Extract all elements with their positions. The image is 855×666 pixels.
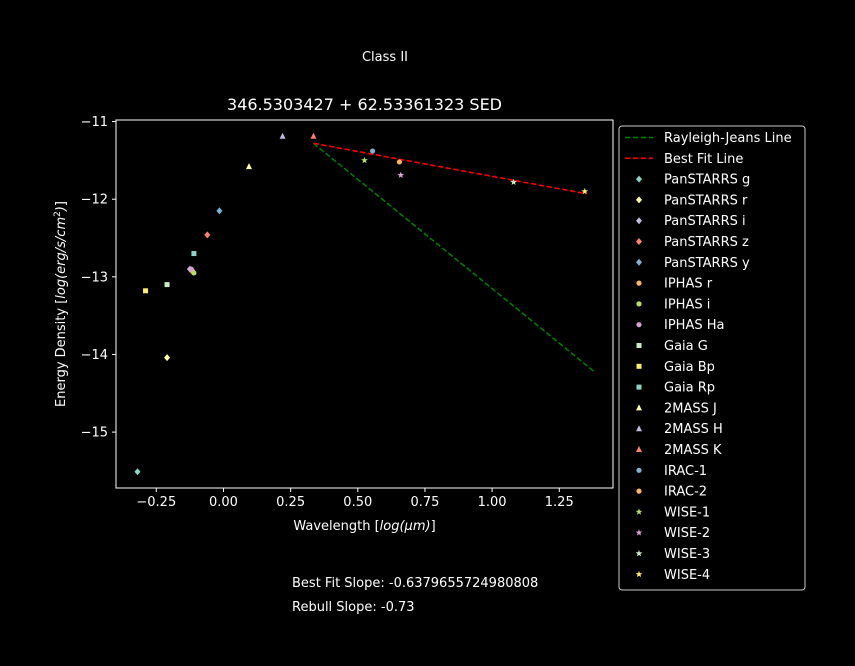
- x-tick-label: 1.25: [545, 495, 574, 510]
- legend-label: WISE-4: [664, 568, 710, 583]
- legend-label: Best Fit Line: [664, 152, 743, 167]
- legend-marker-2mass-j: [636, 404, 642, 411]
- y-tick-label: −12: [81, 193, 108, 208]
- point-wise-1: [361, 156, 368, 164]
- legend-marker-panstarrs-i: [636, 217, 642, 225]
- legend-marker-2mass-k: [636, 446, 642, 452]
- legend-label: 2MASS K: [664, 443, 722, 458]
- point-panstarrs-z: [204, 231, 211, 239]
- y-tick-label: −15: [81, 426, 108, 441]
- legend-marker-wise-4: [635, 570, 643, 578]
- legend-label: PanSTARRS z: [664, 235, 749, 250]
- legend-label: 2MASS H: [664, 422, 723, 437]
- point-wise-2: [397, 171, 405, 178]
- legend-marker-panstarrs-r: [636, 196, 642, 204]
- point-panstarrs-g: [134, 468, 141, 476]
- legend-label: PanSTARRS g: [664, 173, 750, 188]
- legend-label: Gaia G: [664, 339, 708, 354]
- y-tick-label: −11: [81, 115, 108, 130]
- legend-label: Gaia Rp: [664, 381, 715, 396]
- point-panstarrs-y: [216, 207, 223, 215]
- axes-frame: [115, 119, 614, 489]
- legend-label: WISE-2: [664, 526, 710, 541]
- y-axis-ticks: −11 −12 −13 −14 −15: [81, 115, 116, 441]
- point-gaia-g: [164, 282, 170, 288]
- legend-marker-gaia-rp: [636, 384, 642, 390]
- data-points: [134, 132, 589, 476]
- rayleigh-jeans-line: [312, 142, 595, 373]
- x-tick-label: 0.50: [343, 495, 372, 510]
- legend-marker-wise-1: [635, 508, 643, 515]
- legend-frame: [618, 125, 806, 591]
- x-axis-ticks: −0.25 0.00 0.25 0.50 0.75 1.00 1.25: [136, 488, 574, 510]
- legend-marker-irac-1: [636, 467, 642, 473]
- chart-title: 346.5303427 + 62.53361323 SED: [227, 95, 502, 114]
- best-fit-line: [313, 142, 587, 195]
- point-2mass-k: [310, 132, 317, 139]
- rebull-slope-text: Rebull Slope: -0.73: [292, 600, 415, 615]
- x-tick-label: 0.75: [410, 495, 439, 510]
- point-iphas-ha: [188, 266, 194, 272]
- legend-label: WISE-3: [664, 547, 710, 562]
- legend-marker-wise-2: [635, 529, 643, 536]
- legend-label: IPHAS i: [664, 297, 710, 312]
- x-tick-label: 1.00: [478, 495, 507, 510]
- point-wise-3: [510, 178, 517, 185]
- legend-label: IRAC-2: [664, 485, 707, 500]
- legend-label: IPHAS Ha: [664, 318, 724, 333]
- point-2mass-h: [279, 132, 286, 139]
- y-tick-label: −13: [81, 270, 108, 285]
- legend-marker-iphas-ha: [636, 322, 642, 328]
- x-tick-label: 0.25: [276, 495, 305, 510]
- legend-label: PanSTARRS i: [664, 214, 746, 229]
- legend-label: Rayleigh-Jeans Line: [664, 131, 792, 146]
- x-axis-label: Wavelength [log(μm)]: [293, 519, 435, 534]
- legend-label: PanSTARRS y: [664, 256, 750, 271]
- legend-marker-gaia-bp: [636, 363, 642, 369]
- point-wise-4: [581, 187, 589, 195]
- y-axis-label: Energy Density [log(erg/s/cm2)]: [53, 201, 69, 407]
- legend-marker-panstarrs-y: [636, 258, 642, 266]
- legend-label: IPHAS r: [664, 277, 713, 292]
- legend-marker-panstarrs-z: [636, 238, 642, 245]
- fit-lines: [312, 142, 595, 373]
- x-tick-label: 0.00: [209, 495, 238, 510]
- legend-marker-iphas-i: [636, 301, 642, 307]
- plot-area: [115, 119, 614, 489]
- legend-label: IRAC-1: [664, 464, 707, 479]
- point-2mass-j: [245, 163, 252, 170]
- legend-label: WISE-1: [664, 505, 710, 520]
- legend-label: 2MASS J: [664, 401, 717, 416]
- x-tick-label: −0.25: [136, 495, 176, 510]
- point-irac-1: [369, 148, 376, 154]
- legend-marker-panstarrs-g: [636, 175, 642, 183]
- best-fit-slope-text: Best Fit Slope: -0.6379655724980808: [292, 576, 539, 591]
- legend-marker-wise-3: [635, 550, 643, 557]
- point-gaia-bp: [143, 288, 149, 294]
- point-gaia-rp: [191, 251, 197, 257]
- legend-label: Gaia Bp: [664, 360, 715, 375]
- figure-suptitle: Class II: [362, 50, 408, 65]
- y-tick-label: −14: [81, 348, 108, 363]
- point-irac-2: [396, 159, 403, 165]
- point-panstarrs-r: [164, 354, 171, 362]
- point-iphas-i: [191, 270, 197, 276]
- legend: Rayleigh-Jeans Line Best Fit Line PanSTARR…: [618, 125, 806, 591]
- legend-marker-iphas-r: [636, 280, 642, 286]
- legend-label: PanSTARRS r: [664, 193, 748, 208]
- legend-marker-gaia-g: [636, 343, 642, 348]
- legend-marker-irac-2: [636, 488, 642, 494]
- legend-marker-2mass-h: [636, 425, 642, 432]
